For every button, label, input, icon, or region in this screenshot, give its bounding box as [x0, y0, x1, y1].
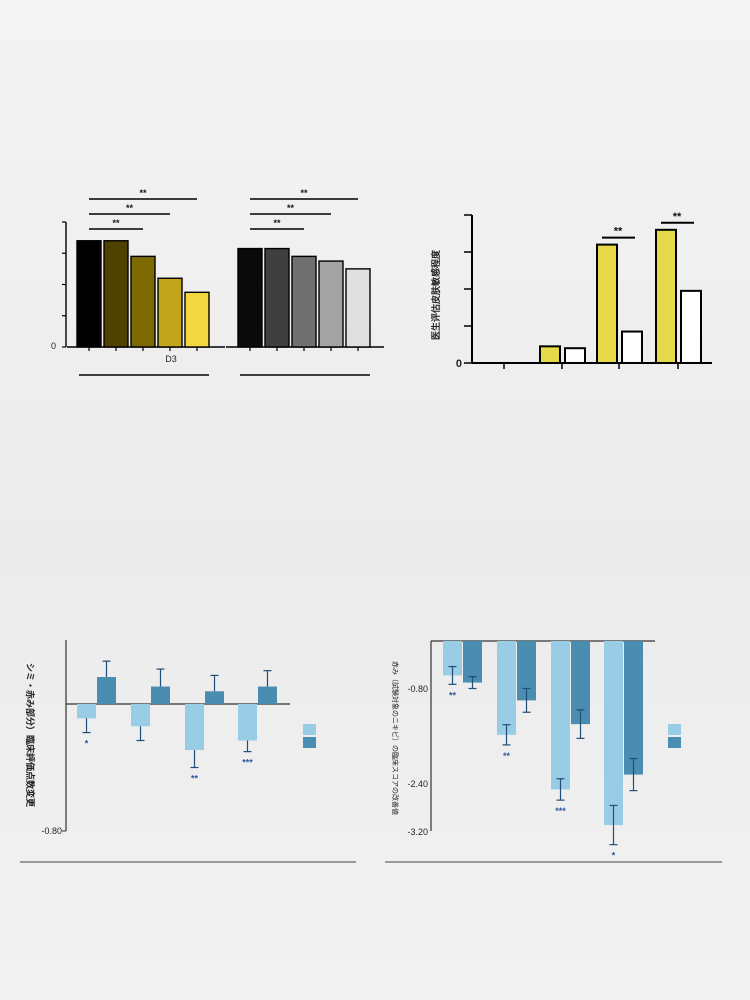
- chart-4-legend-swatch: [668, 724, 681, 735]
- chart-4-y-tick-2: -2.40: [407, 779, 428, 789]
- chart-3-bar: [258, 686, 277, 704]
- chart-4-bar: [517, 641, 536, 701]
- chart-1-significance-label: **: [273, 218, 281, 228]
- chart-1-bar: [184, 291, 210, 348]
- chart-1-significance-label: **: [139, 188, 147, 198]
- chart-2-significance-label: **: [673, 211, 682, 223]
- chart-1-x-label-d3: D3: [165, 354, 177, 364]
- chart-4-bar: [604, 641, 623, 826]
- chart-3-y-tick-min: -0.80: [41, 826, 62, 836]
- chart-1-significance-label: **: [126, 203, 134, 213]
- chart-4-y-tick-1: -0.80: [407, 684, 428, 694]
- chart-4-legend-swatch: [668, 737, 681, 748]
- chart-1-significance-label: **: [112, 218, 120, 228]
- chart-3-legend-swatch: [303, 724, 316, 735]
- chart-3-bar: [185, 704, 204, 751]
- chart-4-y-axis-label: 赤み（試験対象のニキビ）の臨床スコアの改善値: [391, 661, 400, 815]
- chart-2-bar: [621, 330, 643, 364]
- chart-4-significance-label: *: [612, 851, 616, 861]
- chart-4-bar: [551, 641, 570, 790]
- chart-3-bar: [97, 677, 116, 704]
- chart-1-bar: [318, 260, 344, 348]
- chart-1-y-tick-0: 0: [51, 341, 56, 351]
- chart-2-bar: [539, 345, 561, 365]
- chart-3-legend-swatch: [303, 737, 316, 748]
- chart-3-bar: [151, 686, 170, 704]
- chart-1-significance-label: **: [300, 188, 308, 198]
- chart-2-bar: [596, 243, 618, 365]
- chart-1-bar: [157, 277, 183, 348]
- chart-4-bar: [463, 641, 482, 683]
- chart-4-bar: [571, 641, 590, 725]
- chart-4-significance-label: **: [503, 751, 511, 761]
- chart-2-significance-label: **: [614, 226, 623, 238]
- chart-3-significance-label: *: [85, 739, 89, 749]
- chart-2-bar: [680, 289, 702, 365]
- chart-3-bar: [131, 704, 150, 727]
- chart-4-significance-label: ***: [555, 806, 566, 816]
- chart-2-y-tick-0: 0: [456, 358, 462, 370]
- chart-3-significance-label: **: [191, 774, 199, 784]
- chart-4-significance-label: **: [449, 690, 457, 700]
- chart-2-bar: [655, 228, 677, 364]
- chart-3-bar: [77, 704, 96, 719]
- chart-1-significance-label: **: [287, 203, 295, 213]
- chart-4-bar: [624, 641, 643, 775]
- chart-4-bar: [443, 641, 462, 676]
- chart-3-significance-label: ***: [242, 758, 253, 768]
- chart-3-bar: [205, 691, 224, 704]
- chart-2-y-axis-label: 医生评估皮肤敏感程度: [430, 249, 441, 340]
- chart-2-bar: [564, 347, 586, 365]
- chart-3-bar: [238, 704, 257, 741]
- chart-4-bar: [497, 641, 516, 735]
- chart-3-y-axis-label: シミ・赤み部分）臨床評価点数変更: [25, 663, 36, 808]
- chart-4-y-tick-3: -3.20: [407, 827, 428, 837]
- chart-1-bar: [237, 247, 263, 348]
